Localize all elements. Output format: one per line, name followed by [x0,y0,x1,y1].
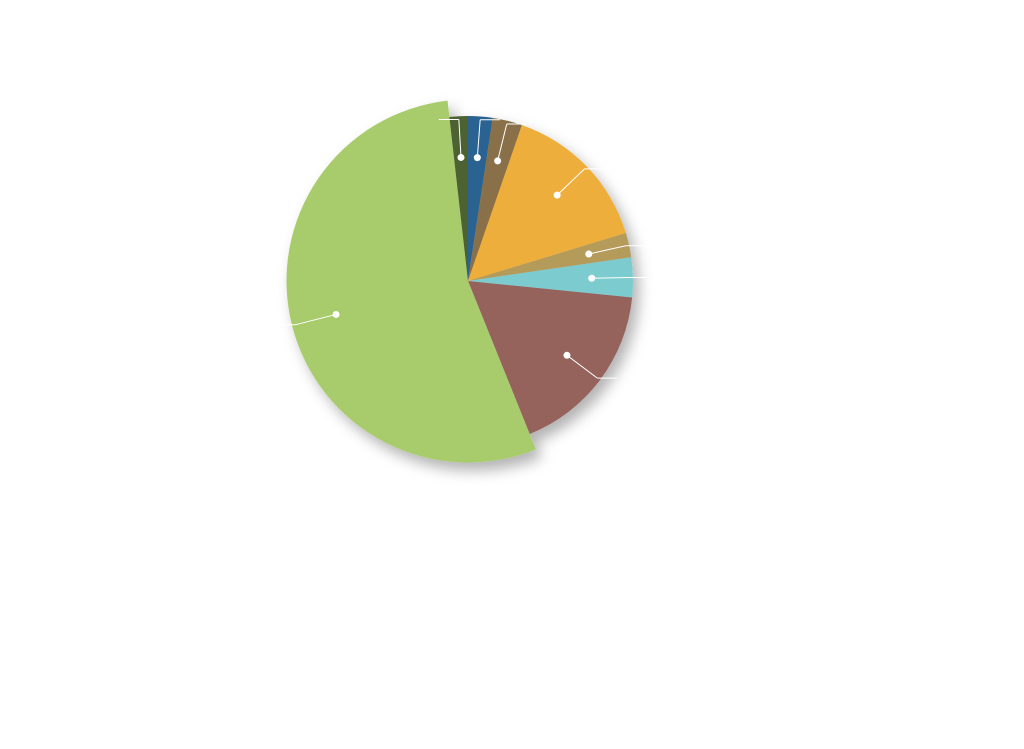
leader-dot [473,154,481,162]
pie [286,100,633,463]
leader-line [476,119,481,158]
pie-slice [468,232,632,281]
leader-dot [332,310,340,318]
leader-line [588,245,626,255]
leader-dot [553,191,561,199]
leader-line [566,354,598,379]
leader-line [556,168,585,196]
leader-dot [588,274,596,282]
pie-slice [468,281,633,435]
leader-line [458,119,462,158]
pie-slice [286,100,536,463]
pie-slice [468,125,626,281]
pie-slice [468,257,633,298]
leader-line [295,313,337,326]
leader-line [497,123,508,161]
leader-line [591,276,630,279]
leaders [275,119,650,379]
leader-dot [494,157,502,165]
pie-slice [468,117,522,281]
leader-dot [585,250,593,258]
leader-dot [563,351,571,359]
leader-dot [457,153,465,161]
